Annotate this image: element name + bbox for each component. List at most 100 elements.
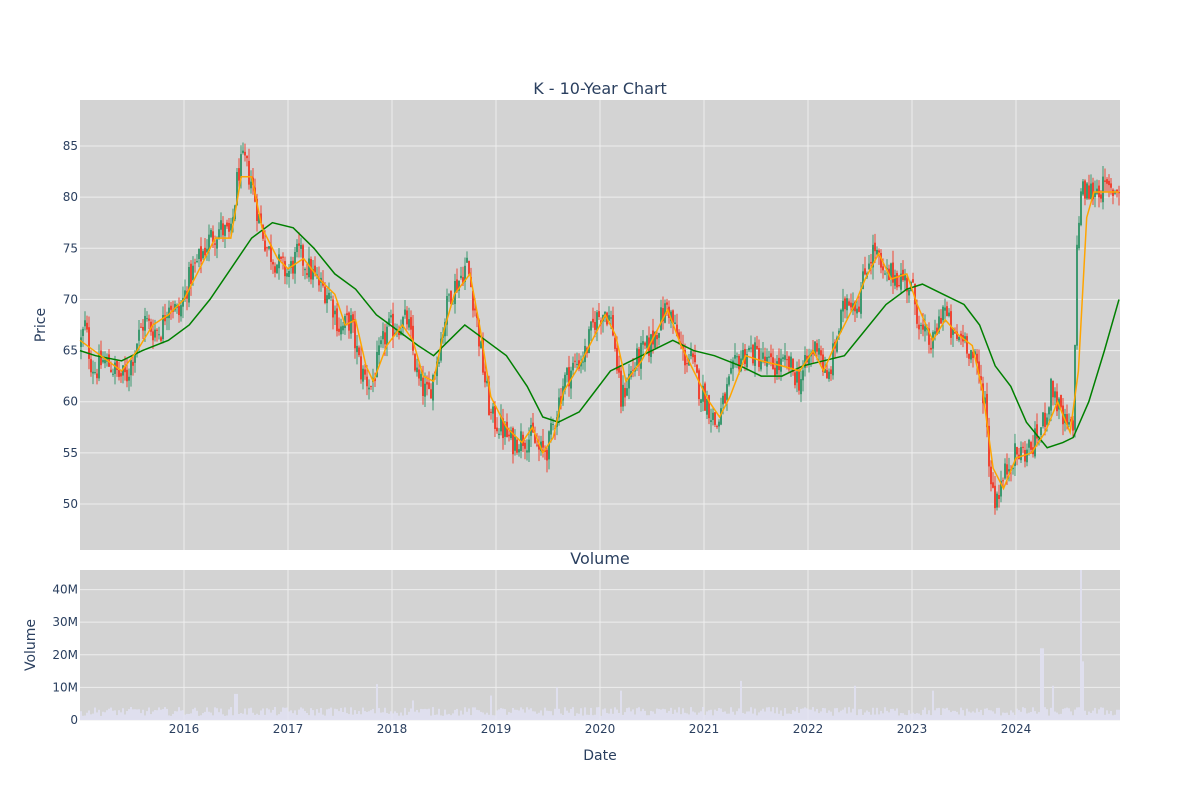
- volume-bar: [414, 711, 416, 720]
- volume-bar: [100, 715, 102, 720]
- candle-body: [728, 376, 730, 385]
- candle-body: [828, 371, 830, 379]
- volume-bar: [876, 707, 878, 720]
- volume-bar: [868, 711, 870, 720]
- candle-body: [114, 362, 116, 374]
- candle-body: [538, 444, 540, 450]
- candle-body: [514, 436, 516, 451]
- candle-body: [422, 377, 424, 396]
- volume-bar: [596, 707, 598, 720]
- volume-bar: [130, 707, 132, 720]
- candle-body: [1074, 344, 1076, 430]
- candle-body: [488, 381, 490, 416]
- candle-body: [348, 312, 350, 331]
- volume-bar: [964, 715, 966, 720]
- candle-body: [642, 341, 644, 345]
- volume-bar: [470, 715, 472, 720]
- price-y-tick-label: 55: [63, 446, 78, 460]
- candle-body: [796, 371, 798, 383]
- candle-body: [86, 322, 88, 330]
- volume-bar: [486, 712, 488, 720]
- candle-body: [948, 312, 950, 317]
- volume-bar: [498, 709, 500, 720]
- candle-body: [192, 265, 194, 281]
- candle-body: [284, 261, 286, 277]
- volume-bar: [318, 712, 320, 720]
- candle-body: [620, 370, 622, 407]
- candle-body: [450, 291, 452, 305]
- volume-bar: [356, 713, 358, 720]
- candle-body: [214, 243, 216, 245]
- candle-body: [314, 265, 316, 273]
- candle-body: [94, 371, 96, 373]
- price-chart-title: K - 10-Year Chart: [533, 79, 667, 98]
- volume-bar: [622, 714, 624, 720]
- candle-body: [418, 369, 420, 379]
- candle-body: [432, 375, 434, 401]
- volume-chart-title: Volume: [570, 549, 630, 568]
- candle-body: [270, 244, 272, 262]
- volume-bar: [672, 713, 674, 720]
- volume-bar: [606, 712, 608, 720]
- volume-bar: [376, 684, 378, 720]
- volume-bar: [694, 712, 696, 720]
- candle-body: [1114, 191, 1116, 194]
- candle-body: [336, 308, 338, 332]
- candle-body: [736, 356, 738, 358]
- candle-body: [1026, 449, 1028, 463]
- candle-body: [302, 245, 304, 266]
- price-y-tick-label: 85: [63, 139, 78, 153]
- volume-bar: [930, 715, 932, 720]
- volume-bar: [292, 713, 294, 720]
- candle-body: [226, 222, 228, 227]
- volume-bar: [948, 710, 950, 720]
- candle-body: [1082, 181, 1084, 195]
- volume-bar: [746, 711, 748, 720]
- volume-bar: [602, 709, 604, 720]
- volume-bar: [512, 707, 514, 720]
- candle-body: [712, 412, 714, 420]
- volume-bar: [554, 708, 556, 720]
- volume-bar: [910, 713, 912, 720]
- candle-body: [288, 270, 290, 277]
- volume-bar: [992, 711, 994, 720]
- volume-bar: [274, 706, 276, 720]
- volume-bar: [538, 712, 540, 720]
- candle-body: [542, 440, 544, 448]
- volume-bar: [702, 706, 704, 720]
- volume-bar: [110, 707, 112, 720]
- volume-bar: [674, 709, 676, 720]
- volume-bar: [924, 707, 926, 720]
- volume-bar: [660, 709, 662, 720]
- volume-bar: [446, 714, 448, 720]
- volume-bar: [408, 711, 410, 720]
- price-y-tick-label: 65: [63, 344, 78, 358]
- volume-bar: [852, 708, 854, 720]
- volume-bar: [1044, 707, 1046, 720]
- candle-body: [892, 262, 894, 283]
- volume-bar: [160, 709, 162, 720]
- volume-bar: [230, 707, 232, 720]
- candle-body: [426, 381, 428, 385]
- volume-bar: [1072, 715, 1074, 720]
- volume-bar: [1100, 707, 1102, 720]
- volume-y-tick-label: 0: [70, 713, 78, 727]
- candle-body: [474, 308, 476, 311]
- candle-body: [936, 327, 938, 335]
- volume-bar: [220, 708, 222, 720]
- candle-body: [236, 172, 238, 206]
- volume-bar: [1092, 710, 1094, 720]
- candle-body: [592, 318, 594, 323]
- volume-bar: [106, 710, 108, 720]
- volume-y-tick-label: 10M: [52, 680, 78, 694]
- candle-body: [102, 359, 104, 363]
- candle-body: [720, 408, 722, 425]
- volume-bar: [294, 710, 296, 720]
- volume-bar: [468, 708, 470, 720]
- candle-body: [1100, 194, 1102, 199]
- candle-body: [456, 279, 458, 292]
- volume-bar: [424, 708, 426, 720]
- candle-body: [846, 298, 848, 311]
- candle-body: [244, 151, 246, 156]
- volume-bar: [558, 708, 560, 720]
